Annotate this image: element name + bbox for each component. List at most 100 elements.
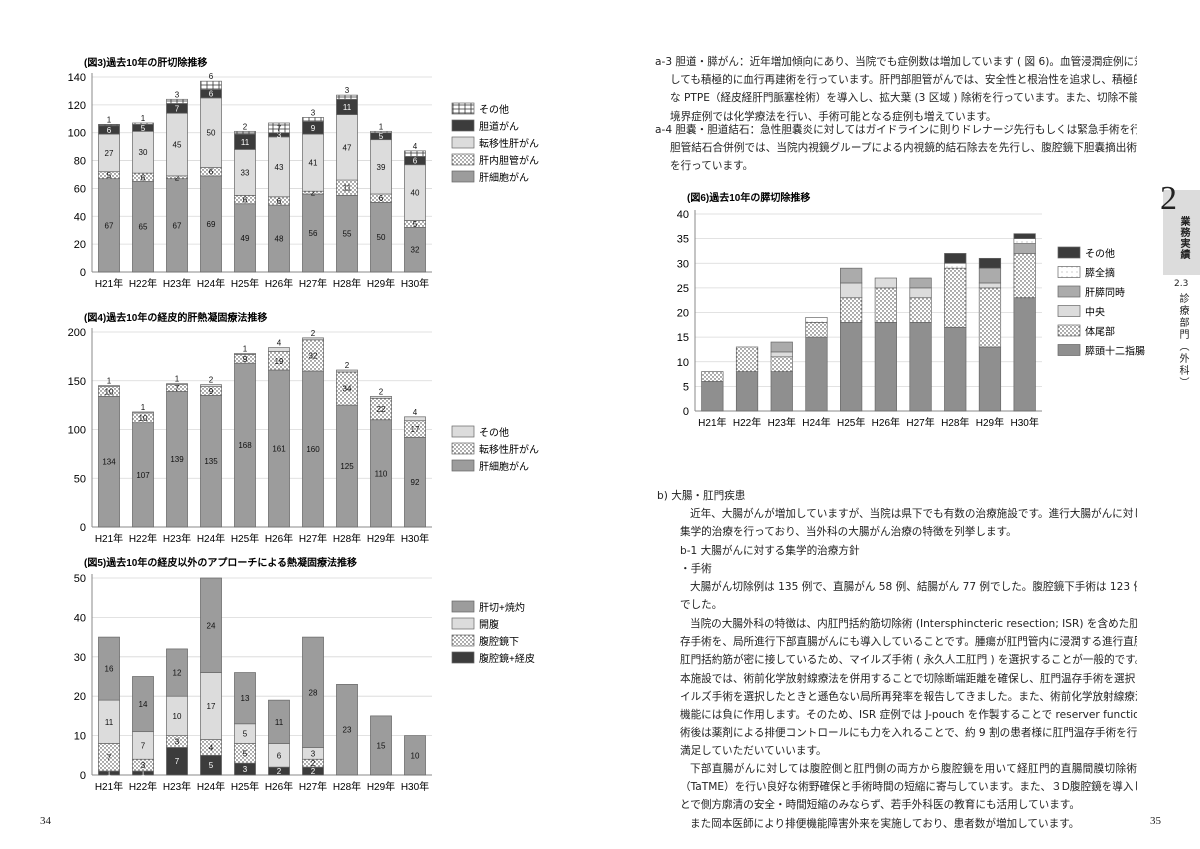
bar-segment [370, 715, 392, 776]
x-tick-label: H24年 [197, 532, 225, 545]
chart-6: (図6)過去10年の膵切除推移 0 5 10 15 20 25 30 35 40 H21年 H22年 H… [677, 191, 1145, 429]
data-label: 10 [139, 414, 148, 423]
bar-segment [770, 341, 793, 353]
x-tick-label: H29年 [367, 277, 395, 290]
data-label: 6 [209, 168, 214, 177]
legend-label: 肝細胞がん [479, 460, 529, 473]
data-label: 2 [311, 767, 316, 776]
text-line: a-4 胆嚢・胆道結石：急性胆嚢炎に対してはガイドラインに則りドレナージ先行もし… [655, 124, 1137, 136]
y-tick-label: 10 [677, 357, 689, 369]
y-tick-label: 30 [677, 258, 689, 270]
text-line: とで側方廓清の安全・時間短縮のみならず、若手外科医の教育にも活用しています。 [680, 799, 1080, 812]
data-label: 5 [209, 761, 214, 770]
data-label: 6 [277, 197, 282, 206]
y-tick-label: 35 [677, 234, 689, 246]
bar-segment [770, 356, 793, 372]
x-tick-label: H26年 [265, 780, 293, 793]
data-label: 10 [173, 712, 182, 721]
data-label: 7 [175, 757, 180, 766]
data-label: 168 [238, 441, 252, 450]
data-label: 56 [309, 229, 318, 238]
x-tick-label: H25年 [231, 780, 259, 793]
text-line: 下部直腸がんに対しては腹腔側と肛門側の両方から腹腔鏡を用いて経肛門的直腸間膜切除… [690, 763, 1137, 775]
y-tick-label: 0 [80, 770, 86, 782]
legend-label: 膵全摘 [1085, 267, 1115, 280]
bar-segment [336, 369, 358, 373]
text-line: な PTPE（経皮経肝門脈塞栓術）を導入し、拡大葉 (3 区域 ) 除術を行って… [670, 92, 1137, 105]
x-tick-label: H30年 [401, 277, 429, 290]
y-tick-label: 20 [74, 239, 86, 251]
bar-segment [404, 735, 426, 776]
bar-segment [805, 317, 828, 323]
data-label: 3 [175, 738, 180, 747]
x-tick-label: H26年 [265, 277, 293, 290]
data-label: 92 [411, 478, 420, 487]
data-label: 6 [141, 173, 146, 182]
text-line: 術後は薬剤による排便コントロールにも力を入れることで、約 9 割の患者様に肛門温… [680, 727, 1137, 740]
data-label: 2 [311, 189, 316, 198]
legend-swatch [1057, 266, 1081, 278]
y-tick-label: 0 [683, 406, 689, 418]
data-label: 6 [107, 126, 112, 135]
data-label: 27 [105, 149, 114, 158]
legend-label: 膵頭十二指腸 [1085, 345, 1145, 358]
y-tick-label: 50 [74, 573, 86, 585]
data-label: 4 [413, 408, 418, 417]
x-tick-label: H29年 [976, 416, 1004, 429]
data-label: 3 [311, 749, 316, 758]
data-label: 2 [311, 759, 316, 768]
chapter-tab[interactable] [1163, 190, 1200, 275]
text-line: でした。 [680, 599, 723, 612]
data-label: 9 [243, 355, 248, 364]
text-line: 集学的治療を行っており、当外科の大腸がん治療の特徴を列挙します。 [680, 526, 1017, 539]
bar-segment [944, 262, 967, 269]
data-label: 135 [204, 457, 218, 466]
bar-segment [268, 347, 290, 352]
data-label: 32 [411, 246, 420, 255]
text-line: イルズ手術を選択したときと遜色ない局所再発率を報告してきました。また、術前化学放… [680, 690, 1137, 703]
data-label: 7 [277, 124, 282, 133]
data-label: 134 [102, 458, 116, 467]
y-tick-label: 30 [74, 652, 86, 664]
data-label: 125 [340, 462, 354, 471]
legend-label: 肝内胆管がん [479, 154, 539, 167]
y-tick-label: 0 [80, 267, 86, 279]
y-tick-label: 60 [74, 183, 86, 195]
data-label: 6 [379, 194, 384, 203]
data-label: 9 [311, 124, 316, 133]
data-label: 11 [343, 103, 352, 112]
y-tick-label: 40 [74, 211, 86, 223]
x-tick-label: H27年 [299, 532, 327, 545]
data-label: 5 [141, 124, 146, 133]
bar-segment [840, 297, 863, 323]
bar-segment [98, 636, 120, 701]
chart-5: (図5)過去10年の経皮以外のアプローチによる熱凝固療法推移 0 10 20 30 40 5… [74, 556, 535, 793]
data-label: 11 [343, 184, 352, 193]
page-number-left: 34 [40, 815, 51, 827]
data-label: 3 [345, 86, 350, 95]
x-tick-label: H23年 [163, 780, 191, 793]
data-label: 7 [175, 384, 180, 393]
legend-swatch [451, 634, 475, 647]
y-tick-label: 40 [74, 612, 86, 624]
x-tick-label: H30年 [401, 532, 429, 545]
data-label: 67 [105, 221, 114, 230]
bar-segment [840, 267, 863, 284]
legend-swatch [1057, 324, 1081, 337]
data-label: 19 [275, 357, 284, 366]
data-label: 2 [243, 122, 248, 131]
bar-segment [1013, 297, 1036, 412]
data-label: 7 [107, 753, 112, 762]
data-label: 49 [241, 234, 250, 243]
x-tick-label: H23年 [163, 277, 191, 290]
legend-swatch [1057, 305, 1081, 317]
text-line: b-1 大腸がんに対する集学的治療方針 [680, 545, 860, 557]
y-tick-label: 10 [74, 731, 86, 743]
data-label: 4 [209, 743, 214, 752]
legend-label: その他 [479, 426, 509, 439]
data-label: 1 [141, 114, 146, 123]
legend-label: 開腹 [479, 618, 499, 631]
data-label: 48 [275, 235, 284, 244]
legend-swatch [451, 170, 475, 183]
bar-segment [770, 351, 793, 358]
